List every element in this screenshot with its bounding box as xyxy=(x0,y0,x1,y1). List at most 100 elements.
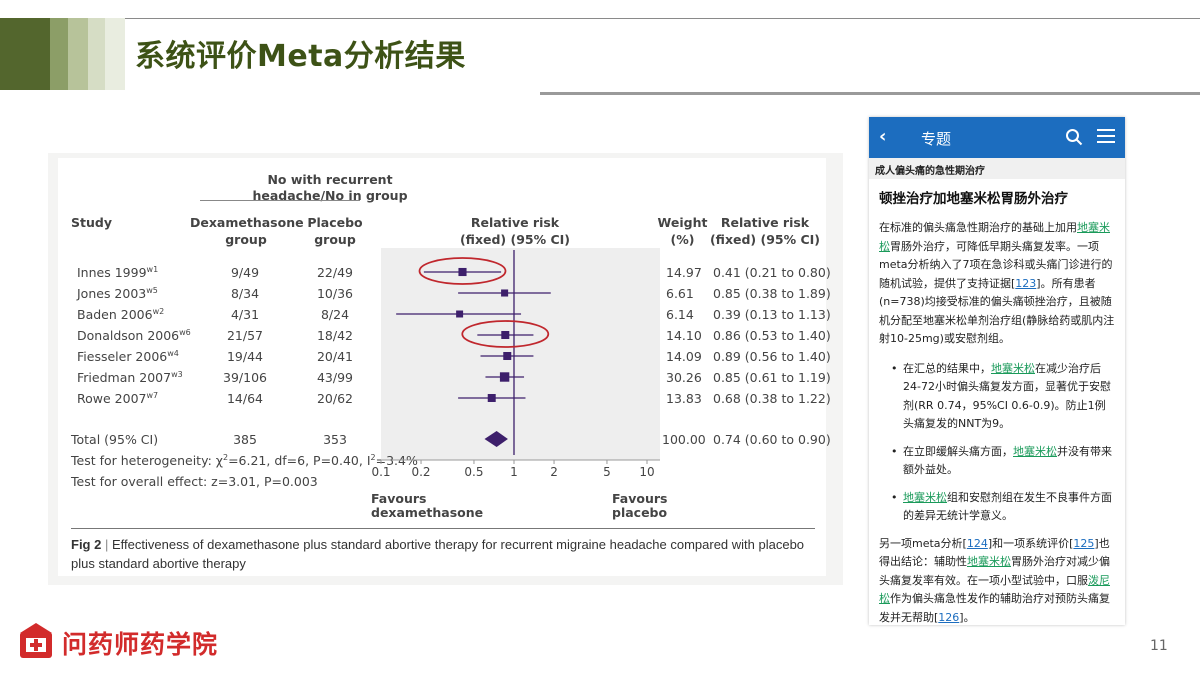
study-dex-count: 9/49 xyxy=(230,265,260,280)
rr-column-header-2: (fixed) (95% CI) xyxy=(709,232,821,247)
slide-title: 系统评价Meta分析结果 xyxy=(135,39,466,74)
study-placebo-count: 43/99 xyxy=(316,370,354,385)
mobile-article-panel: ‹ 专题 成人偏头痛的急性期治疗 顿挫治疗加地塞米松胃肠外治疗 在标准的偏头痛急… xyxy=(869,117,1125,625)
study-name: Donaldson 2006w6 xyxy=(77,328,191,343)
x-tick-label: 0.5 xyxy=(464,465,483,479)
study-weight: 6.61 xyxy=(666,286,694,301)
overall-effect-test: Test for overall effect: z=3.01, P=0.003 xyxy=(71,474,318,489)
study-name: Innes 1999w1 xyxy=(77,265,159,280)
rr-column-header-1: Relative risk xyxy=(720,215,810,230)
study-dex-count: 39/106 xyxy=(223,370,267,385)
group-header-rule xyxy=(200,200,360,201)
study-ci: 0.85 (0.38 to 1.89) xyxy=(713,286,831,301)
study-placebo-count: 10/36 xyxy=(316,286,354,301)
x-tick-label: 0.2 xyxy=(411,465,430,479)
menu-icon[interactable] xyxy=(1097,129,1115,145)
bullet-item-2: 在立即缓解头痛方面，地塞米松并没有带来额外益处。 xyxy=(869,443,1125,480)
favours-right-1: Favours xyxy=(612,491,668,506)
link-dexamethasone[interactable]: 地塞米松 xyxy=(879,221,1110,253)
total-label: Total (95% CI) xyxy=(71,432,159,447)
study-name: Fiesseler 2006w4 xyxy=(77,349,179,364)
link-dexamethasone[interactable]: 地塞米松 xyxy=(1013,444,1057,458)
total-weight: 100.00 xyxy=(662,432,706,447)
back-icon[interactable]: ‹ xyxy=(879,126,887,147)
header-color-bar xyxy=(0,18,50,90)
study-column-header: Study xyxy=(71,215,112,230)
highlight-circle xyxy=(418,257,507,285)
study-ci: 0.39 (0.13 to 1.13) xyxy=(713,307,831,322)
plot-column-header-2: (fixed) (95% CI) xyxy=(459,232,571,247)
dex-column-header-2: group xyxy=(225,232,267,247)
bullet-item-1: 在汇总的结果中，地塞米松在减少治疗后24-72小时偏头痛复发方面，显著优于安慰剂… xyxy=(869,360,1125,434)
favours-left-1: Favours xyxy=(371,491,427,506)
study-name: Jones 2003w5 xyxy=(77,286,158,301)
x-tick-label: 1 xyxy=(510,465,518,479)
ref-link-125[interactable]: 125 xyxy=(1073,536,1095,550)
study-weight: 6.14 xyxy=(666,307,694,322)
x-tick-label: 0.1 xyxy=(371,465,390,479)
header-rule xyxy=(540,92,1200,95)
dex-column-header-1: Dexamethasone xyxy=(190,215,304,230)
study-name: Friedman 2007w3 xyxy=(77,370,183,385)
weight-column-header-2: (%) xyxy=(670,232,695,247)
study-ci: 0.86 (0.53 to 1.40) xyxy=(713,328,831,343)
effect-square xyxy=(501,289,509,297)
article-heading: 顿挫治疗加地塞米松胃肠外治疗 xyxy=(879,191,1068,207)
mobile-top-bar: ‹ 专题 xyxy=(869,117,1125,158)
search-icon[interactable] xyxy=(1065,128,1083,146)
effect-square xyxy=(456,310,464,318)
group-header-line1: No with recurrent xyxy=(267,172,393,187)
x-tick-label: 10 xyxy=(639,465,654,479)
study-dex-count: 14/64 xyxy=(226,391,264,406)
study-weight: 14.10 xyxy=(666,328,702,343)
total-placebo: 353 xyxy=(323,432,347,447)
effect-square xyxy=(499,372,510,382)
total-dex: 385 xyxy=(233,432,257,447)
header-color-bar xyxy=(68,18,88,90)
plot-column-header-1: Relative risk xyxy=(470,215,560,230)
total-diamond xyxy=(484,431,508,447)
x-tick-label: 2 xyxy=(550,465,558,479)
study-weight: 30.26 xyxy=(666,370,702,385)
group-header-line2: headache/No in group xyxy=(252,188,408,203)
study-ci: 0.85 (0.61 to 1.19) xyxy=(713,370,831,385)
study-name: Baden 2006w2 xyxy=(77,307,165,322)
mobile-bar-title: 专题 xyxy=(921,130,952,148)
page-number: 11 xyxy=(1150,638,1168,654)
link-dexamethasone[interactable]: 地塞米松 xyxy=(903,490,947,504)
study-dex-count: 21/57 xyxy=(226,328,264,343)
weight-column-header-1: Weight xyxy=(657,215,708,230)
study-placebo-count: 22/49 xyxy=(316,265,354,280)
study-dex-count: 19/44 xyxy=(226,349,264,364)
figure-caption: Fig 2 | Effectiveness of dexamethasone p… xyxy=(71,537,805,571)
study-name: Rowe 2007w7 xyxy=(77,391,159,406)
link-prednisone[interactable]: 泼尼松 xyxy=(879,573,1110,606)
effect-square xyxy=(503,351,512,361)
study-ci: 0.41 (0.21 to 0.80) xyxy=(713,265,831,280)
ref-link-126[interactable]: 126 xyxy=(938,610,960,624)
total-ci: 0.74 (0.60 to 0.90) xyxy=(713,432,831,447)
study-dex-count: 4/31 xyxy=(230,307,260,322)
study-placebo-count: 20/41 xyxy=(316,349,354,364)
study-ci: 0.68 (0.38 to 1.22) xyxy=(713,391,831,406)
highlight-circle xyxy=(461,320,550,348)
study-placebo-count: 20/62 xyxy=(316,391,354,406)
ref-link-123[interactable]: 123 xyxy=(1015,276,1037,290)
study-ci: 0.89 (0.56 to 1.40) xyxy=(713,349,831,364)
favours-right-2: placebo xyxy=(612,505,668,520)
breadcrumb: 成人偏头痛的急性期治疗 xyxy=(869,158,1125,179)
link-dexamethasone[interactable]: 地塞米松 xyxy=(991,361,1035,375)
favours-left-2: dexamethasone xyxy=(371,505,484,520)
effect-square xyxy=(458,267,467,277)
study-placebo-count: 18/42 xyxy=(316,328,354,343)
study-weight: 14.09 xyxy=(666,349,702,364)
bullet-item-3: 地塞米松组和安慰剂组在发生不良事件方面的差异无统计学意义。 xyxy=(869,489,1125,526)
link-dexamethasone[interactable]: 地塞米松 xyxy=(967,555,1011,568)
x-tick-label: 5 xyxy=(603,465,611,479)
plot-area xyxy=(381,248,660,460)
placebo-column-header-2: group xyxy=(314,232,356,247)
study-weight: 14.97 xyxy=(666,265,702,280)
logo-text: 问药师药学院 xyxy=(62,630,219,659)
ref-link-124[interactable]: 124 xyxy=(966,536,988,550)
